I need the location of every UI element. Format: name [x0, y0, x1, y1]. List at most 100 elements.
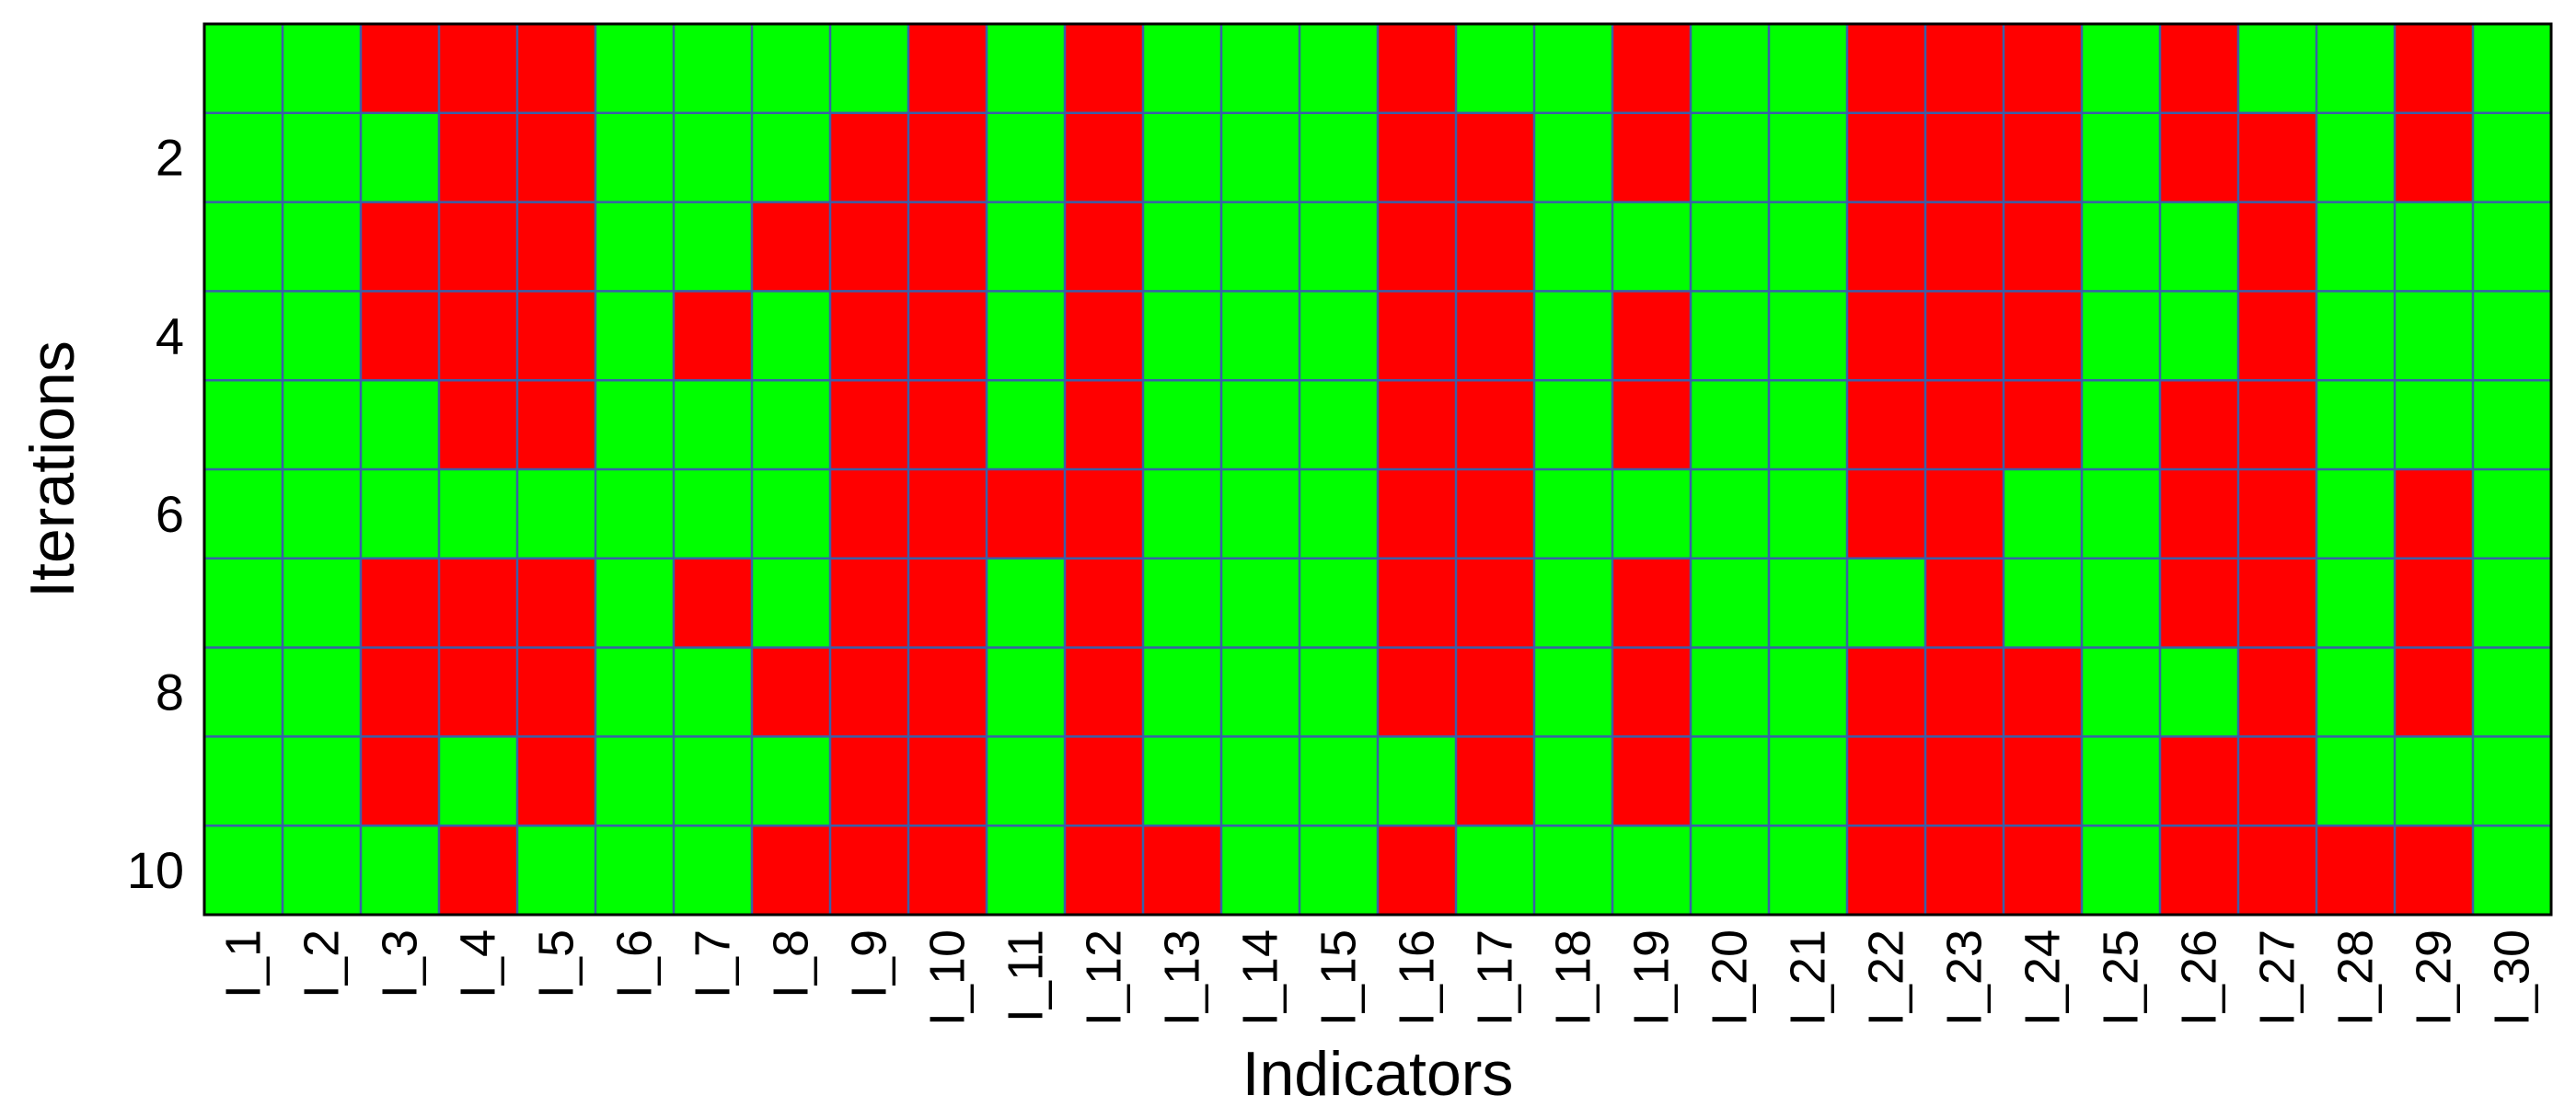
- heatmap-cell: [2316, 291, 2396, 381]
- heatmap-cell: [439, 24, 518, 114]
- heatmap-cell: [1143, 202, 1222, 292]
- heatmap-cell: [987, 291, 1066, 381]
- heatmap-cell: [2082, 469, 2161, 560]
- x-tick-label: I_21: [1781, 929, 1836, 1026]
- heatmap-cell: [439, 469, 518, 560]
- heatmap-cell: [987, 380, 1066, 470]
- heatmap-cell: [439, 558, 518, 649]
- heatmap-cell: [1534, 112, 1613, 203]
- heatmap-cell: [1691, 736, 1770, 826]
- heatmap-cell: [1534, 202, 1613, 292]
- heatmap-cell: [2473, 647, 2552, 737]
- heatmap-cell: [1612, 291, 1692, 381]
- heatmap-cell: [1300, 647, 1379, 737]
- x-tick-label: I_25: [2094, 929, 2149, 1026]
- heatmap-cell: [595, 825, 675, 916]
- heatmap-cell: [1691, 380, 1770, 470]
- heatmap-cell: [517, 647, 596, 737]
- heatmap-cell: [1769, 736, 1848, 826]
- x-tick-label: I_12: [1077, 929, 1132, 1026]
- heatmap-cell: [517, 112, 596, 203]
- heatmap-cell: [1769, 291, 1848, 381]
- heatmap-cell: [517, 24, 596, 114]
- heatmap-cell: [1065, 380, 1144, 470]
- heatmap-cell: [1221, 736, 1300, 826]
- heatmap-cell: [1378, 112, 1457, 203]
- heatmap-cell: [2395, 469, 2474, 560]
- heatmap-cell: [283, 24, 362, 114]
- heatmap-cell: [439, 647, 518, 737]
- heatmap-cell: [1065, 558, 1144, 649]
- heatmap-cell: [908, 24, 988, 114]
- heatmap-cell: [1925, 291, 2004, 381]
- heatmap-cell: [2082, 202, 2161, 292]
- heatmap-cell: [1300, 291, 1379, 381]
- heatmap-cell: [204, 291, 283, 381]
- heatmap-cell: [1769, 112, 1848, 203]
- heatmap-cell: [361, 112, 440, 203]
- heatmap-cell: [1378, 736, 1457, 826]
- heatmap-cell: [674, 825, 753, 916]
- heatmap-cell: [830, 558, 909, 649]
- heatmap-cell: [283, 558, 362, 649]
- heatmap-cell: [1456, 202, 1535, 292]
- heatmap-cell: [1691, 825, 1770, 916]
- heatmap-cell: [2004, 558, 2083, 649]
- heatmap-cell: [1456, 24, 1535, 114]
- heatmap-cell: [1847, 647, 1926, 737]
- heatmap-cell: [204, 558, 283, 649]
- x-tick-label: I_23: [1937, 929, 1993, 1026]
- heatmap-cell: [1378, 380, 1457, 470]
- heatmap-cell: [517, 202, 596, 292]
- heatmap-cell: [1456, 558, 1535, 649]
- heatmap-cell: [908, 469, 988, 560]
- heatmap-cell: [987, 112, 1066, 203]
- heatmap-cell: [595, 380, 675, 470]
- heatmap-cell: [1847, 112, 1926, 203]
- heatmap-cell: [752, 736, 831, 826]
- heatmap-cell: [987, 825, 1066, 916]
- heatmap-cell: [1534, 291, 1613, 381]
- heatmap-gridlines: [204, 24, 2551, 915]
- heatmap-cell: [1691, 647, 1770, 737]
- heatmap-cell: [2316, 112, 2396, 203]
- heatmap-cell: [2473, 825, 2552, 916]
- heatmap-cell: [1221, 469, 1300, 560]
- heatmap-cell: [2160, 24, 2239, 114]
- heatmap-cell: [361, 558, 440, 649]
- heatmap-cell: [987, 558, 1066, 649]
- heatmap-cell: [1378, 558, 1457, 649]
- heatmap-cell: [2395, 558, 2474, 649]
- heatmap-cell: [2082, 24, 2161, 114]
- heatmap-cell: [1065, 291, 1144, 381]
- heatmap-cell: [1300, 112, 1379, 203]
- heatmap-cell: [1769, 825, 1848, 916]
- y-axis-title: Iterations: [17, 340, 87, 598]
- heatmap-cell: [1300, 380, 1379, 470]
- heatmap-cell: [1378, 469, 1457, 560]
- heatmap-cell: [2395, 380, 2474, 470]
- heatmap-cell: [2160, 202, 2239, 292]
- heatmap-cell: [517, 380, 596, 470]
- heatmap-cell: [204, 202, 283, 292]
- heatmap-cell: [2316, 558, 2396, 649]
- heatmap-cell: [752, 647, 831, 737]
- heatmap-cell: [674, 469, 753, 560]
- heatmap-cell: [361, 24, 440, 114]
- heatmap-cell: [1065, 24, 1144, 114]
- x-tick-label: I_8: [764, 929, 819, 998]
- heatmap-cell: [1221, 558, 1300, 649]
- heatmap-cell: [2473, 736, 2552, 826]
- heatmap-cell: [2082, 825, 2161, 916]
- plot-frame: [202, 22, 2553, 917]
- heatmap-cell: [517, 291, 596, 381]
- heatmap-cell: [2238, 736, 2317, 826]
- heatmap-cell: [2395, 24, 2474, 114]
- heatmap-cell: [283, 647, 362, 737]
- x-tick-label: I_30: [2485, 929, 2540, 1026]
- heatmap-cell: [361, 736, 440, 826]
- heatmap-cell: [1143, 825, 1222, 916]
- heatmap-cell: [1456, 825, 1535, 916]
- x-tick-label: I_17: [1468, 929, 1523, 1026]
- heatmap-cell: [1065, 825, 1144, 916]
